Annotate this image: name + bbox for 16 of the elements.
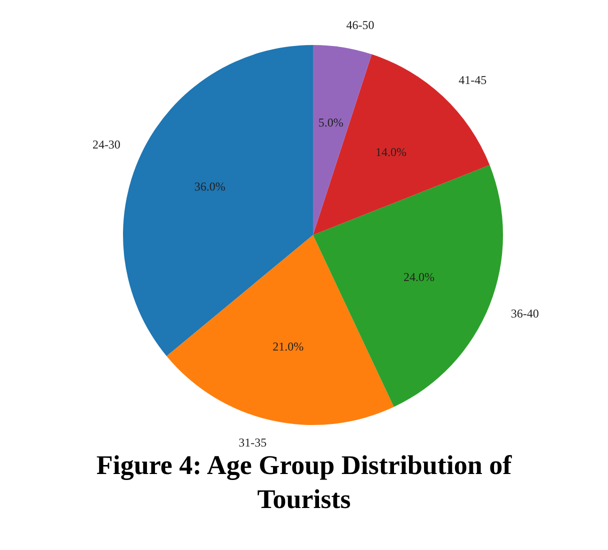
slice-label: 36-40 — [510, 306, 539, 320]
pie-slice — [313, 165, 503, 407]
pie-slice — [123, 45, 313, 356]
data-label: 14.0% — [376, 144, 407, 159]
data-label: 36.0% — [194, 179, 226, 194]
data-label: 5.0% — [318, 115, 344, 130]
slice-label: 24-30 — [92, 137, 120, 152]
slice-label: 31-35 — [238, 436, 267, 450]
data-label: 21.0% — [272, 339, 304, 354]
pie-slice — [313, 45, 372, 235]
pie-slice — [313, 54, 490, 235]
data-label: 24.0% — [403, 270, 434, 284]
text: Figure 4: Age Group Distribution of Tourists — [95, 449, 513, 516]
slice-label: 46-50 — [346, 18, 374, 32]
pie-slice — [166, 235, 394, 425]
slice-label: 41-45 — [458, 72, 487, 87]
